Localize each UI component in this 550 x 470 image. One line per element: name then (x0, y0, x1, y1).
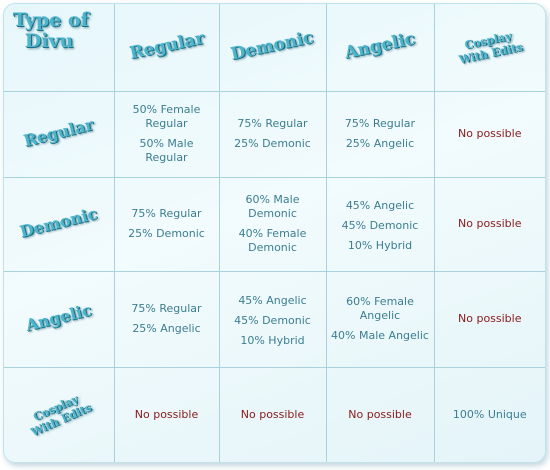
cell-line: 75% Regular (131, 302, 202, 315)
cell-demonic-demonic: 60% Male Demonic 40% Female Demonic (218, 176, 327, 272)
row-angelic: Angelic 75% Regular 25% Angelic 45% Ange… (4, 270, 545, 368)
cell-regular-cosplay: No possible (433, 90, 545, 178)
combination-grid: Type of Divu Regular Demonic Angelic Cos… (4, 4, 545, 462)
cell-cosplay-cosplay: 100% Unique (433, 366, 545, 462)
unique-text: 100% Unique (452, 407, 527, 421)
cell-line: 45% Demonic (341, 218, 419, 232)
cell-demonic-cosplay: No possible (433, 176, 545, 272)
cell-line: 25% Demonic (234, 137, 311, 150)
column-header-cosplay: Cosplay With Edits (433, 4, 545, 92)
column-header-label: Demonic (229, 27, 316, 65)
cell-line: 60% Male Demonic (245, 193, 300, 220)
cell-line: 25% Demonic (128, 227, 205, 240)
corner-title: Type of Divu (13, 10, 89, 52)
row-header-label: Angelic (23, 300, 94, 335)
header-row: Type of Divu Regular Demonic Angelic Cos… (4, 4, 545, 92)
cell-angelic-angelic: 60% Female Angelic 40% Male Angelic (325, 270, 435, 368)
not-possible-text: No possible (458, 127, 522, 140)
divu-type-table: Type of Divu Regular Demonic Angelic Cos… (3, 3, 546, 463)
cell-line: 60% Female Angelic (346, 295, 414, 322)
row-cosplay: Cosplay With Edits No possible No possib… (4, 366, 545, 462)
column-header-label: Regular (127, 28, 206, 64)
cell-line: 45% Demonic (234, 313, 311, 327)
column-header-demonic: Demonic (218, 4, 327, 92)
row-header-label: Cosplay With Edits (24, 389, 93, 440)
cell-demonic-angelic: 45% Angelic 45% Demonic 10% Hybrid (325, 176, 435, 272)
cell-line: 75% Regular (344, 117, 416, 130)
cell-line: 45% Angelic (238, 293, 307, 307)
row-header-demonic: Demonic (4, 176, 115, 272)
column-header-angelic: Angelic (325, 4, 435, 92)
corner-cell: Type of Divu (4, 4, 115, 92)
cell-line: 50% Female Regular (132, 103, 201, 130)
not-possible-text: No possible (458, 217, 522, 230)
row-header-angelic: Angelic (4, 270, 115, 368)
cell-line: 75% Regular (237, 117, 308, 130)
row-demonic: Demonic 75% Regular 25% Demonic 60% Male… (4, 176, 545, 272)
row-regular: Regular 50% Female Regular 50% Male Regu… (4, 90, 545, 178)
row-header-label: Regular (21, 114, 96, 151)
cell-line: 40% Female Demonic (238, 227, 307, 254)
corner-title-line-2: Divu (24, 30, 74, 53)
cell-line: 25% Angelic (132, 322, 201, 335)
cell-angelic-regular: 75% Regular 25% Angelic (113, 270, 220, 368)
cell-regular-demonic: 75% Regular 25% Demonic (218, 90, 327, 178)
row-header-label: Demonic (17, 203, 100, 242)
cell-line: 10% Hybrid (347, 238, 413, 252)
cell-line: 50% Male Regular (139, 137, 194, 164)
row-header-regular: Regular (4, 90, 115, 178)
not-possible-text: No possible (458, 312, 522, 325)
cell-cosplay-demonic: No possible (218, 366, 327, 462)
column-header-label: Cosplay With Edits (455, 27, 524, 66)
cell-line: 45% Angelic (345, 198, 415, 212)
cell-line: 25% Angelic (345, 137, 415, 150)
not-possible-text: No possible (240, 407, 305, 421)
cell-line: 75% Regular (131, 207, 202, 220)
not-possible-text: No possible (134, 407, 199, 421)
cell-line: 40% Male Angelic (331, 329, 429, 342)
cell-regular-regular: 50% Female Regular 50% Male Regular (113, 90, 220, 178)
corner-title-line-1: Type of (12, 9, 89, 32)
cell-cosplay-regular: No possible (113, 366, 220, 462)
cell-regular-angelic: 75% Regular 25% Angelic (325, 90, 435, 178)
column-header-regular: Regular (113, 4, 220, 92)
cell-cosplay-angelic: No possible (325, 366, 435, 462)
not-possible-text: No possible (348, 407, 412, 421)
column-header-label: Angelic (342, 29, 418, 64)
row-header-cosplay: Cosplay With Edits (4, 366, 115, 462)
cell-angelic-demonic: 45% Angelic 45% Demonic 10% Hybrid (218, 270, 327, 368)
cell-demonic-regular: 75% Regular 25% Demonic (113, 176, 220, 272)
cell-line: 10% Hybrid (240, 333, 305, 347)
cell-angelic-cosplay: No possible (433, 270, 545, 368)
